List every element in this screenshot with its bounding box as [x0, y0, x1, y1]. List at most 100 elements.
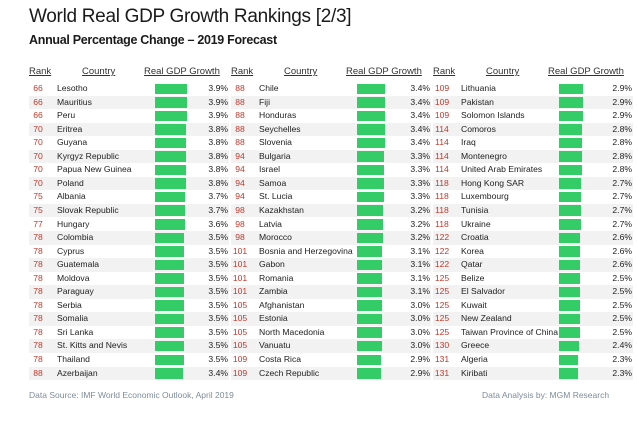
growth-bar: [559, 246, 581, 257]
growth-value: 3.5%: [208, 313, 228, 324]
table-row: 78 Serbia 3.5%: [29, 299, 229, 313]
rank-cell: 88: [235, 110, 245, 121]
growth-bar: [155, 178, 187, 189]
country-cell: Iraq: [461, 137, 476, 148]
country-header-2: Country: [284, 66, 318, 77]
table-row: 88 Chile 3.4%: [231, 82, 431, 96]
rank-cell: 125: [434, 299, 450, 310]
table-row: 94 Bulgaria 3.3%: [231, 149, 431, 164]
growth-value: 3.1%: [410, 272, 430, 283]
growth-value: 3.0%: [410, 340, 430, 351]
table-row: 75 Albania 3.7%: [29, 190, 229, 204]
country-cell: Moldova: [57, 272, 90, 283]
growth-value: 2.9%: [410, 354, 430, 364]
growth-bar: [559, 178, 582, 189]
country-cell: Ukraine: [461, 218, 491, 229]
rank-cell: 70: [33, 164, 43, 175]
rank-cell: 78: [33, 259, 43, 270]
country-cell: Romania: [259, 272, 294, 283]
rank-cell: 105: [232, 313, 248, 324]
rank-cell: 78: [33, 286, 43, 297]
growth-value: 3.5%: [208, 340, 228, 351]
rank-cell: 88: [235, 96, 245, 107]
rank-cell: 105: [232, 326, 248, 337]
country-cell: Bosnia and Herzegovina: [259, 245, 353, 256]
growth-bar: [357, 259, 383, 271]
table-row: 114 Iraq 2.8%: [433, 136, 633, 150]
country-cell: Montenegro: [461, 150, 507, 161]
country-cell: Algeria: [461, 354, 488, 364]
rank-cell: 131: [434, 367, 450, 378]
country-cell: Qatar: [461, 259, 483, 270]
country-cell: Slovenia: [259, 137, 292, 148]
growth-bar: [559, 300, 580, 311]
rank-header-1: Rank: [29, 66, 52, 77]
growth-value: 3.8%: [208, 137, 228, 148]
growth-bar: [357, 97, 385, 108]
country-cell: Poland: [57, 177, 84, 188]
rank-cell: 122: [434, 259, 450, 270]
growth-value: 3.3%: [410, 164, 430, 175]
growth-bar: [155, 286, 184, 298]
growth-bar: [559, 137, 582, 149]
growth-value: 2.7%: [612, 218, 632, 229]
growth-value: 3.8%: [208, 150, 228, 161]
growth-bar: [155, 219, 185, 230]
growth-bar: [559, 259, 581, 271]
growth-value: 3.5%: [208, 232, 228, 243]
growth-bar: [357, 273, 383, 284]
table-row: 101 Zambia 3.1%: [231, 285, 431, 299]
growth-value: 3.0%: [410, 326, 430, 337]
growth-bar: [559, 327, 580, 338]
growth-bar: [155, 313, 184, 325]
table-row: 114 Comoros 2.8%: [433, 122, 633, 137]
country-cell: United Arab Emirates: [461, 164, 543, 175]
table-row: 78 Guatemala 3.5%: [29, 258, 229, 272]
rank-cell: 105: [232, 340, 248, 351]
growth-bar: [357, 246, 383, 257]
table-row: 125 El Salvador 2.5%: [433, 285, 633, 299]
table-row: 122 Croatia 2.6%: [433, 231, 633, 245]
rank-cell: 78: [33, 326, 43, 337]
growth-value: 3.5%: [208, 259, 228, 270]
growth-value: 3.0%: [410, 299, 430, 310]
growth-bar: [357, 178, 385, 189]
growth-bar: [155, 273, 184, 284]
rank-cell: 98: [235, 218, 245, 229]
growth-value: 2.5%: [612, 286, 632, 297]
table-row: 70 Papua New Guinea 3.8%: [29, 163, 229, 177]
growth-value: 2.7%: [612, 204, 632, 215]
growth-bar: [155, 110, 187, 122]
growth-value: 3.9%: [208, 83, 228, 93]
country-cell: Latvia: [259, 218, 282, 229]
growth-header-1: Real GDP Growth: [144, 66, 220, 77]
growth-value: 3.4%: [410, 123, 430, 134]
growth-bar: [155, 259, 184, 271]
rank-cell: 109: [434, 96, 450, 107]
growth-bar: [155, 151, 187, 162]
growth-value: 3.2%: [410, 218, 430, 229]
rank-cell: 125: [434, 286, 450, 297]
growth-value: 3.5%: [208, 354, 228, 364]
country-cell: Hungary: [57, 218, 90, 229]
table-row: 125 New Zealand 2.5%: [433, 312, 633, 326]
growth-value: 2.7%: [612, 191, 632, 202]
rank-cell: 98: [235, 232, 245, 243]
table-row: 118 Ukraine 2.7%: [433, 218, 633, 232]
country-cell: Samoa: [259, 177, 287, 188]
table-row: 88 Fiji 3.4%: [231, 95, 431, 110]
growth-bar: [155, 354, 184, 366]
growth-value: 3.2%: [410, 204, 430, 215]
country-cell: Lesotho: [57, 83, 88, 93]
country-cell: Estonia: [259, 313, 288, 324]
table-row: 101 Romania 3.1%: [231, 272, 431, 286]
growth-value: 3.1%: [410, 245, 430, 256]
table-row: 78 Cyprus 3.5%: [29, 245, 229, 259]
data-credit: Data Analysis by: MGM Research: [482, 390, 610, 400]
rank-cell: 109: [232, 367, 248, 378]
growth-bar: [559, 97, 583, 108]
growth-bar: [155, 340, 184, 352]
country-cell: Cyprus: [57, 245, 85, 256]
country-cell: Honduras: [259, 110, 297, 121]
growth-value: 2.6%: [612, 232, 632, 243]
